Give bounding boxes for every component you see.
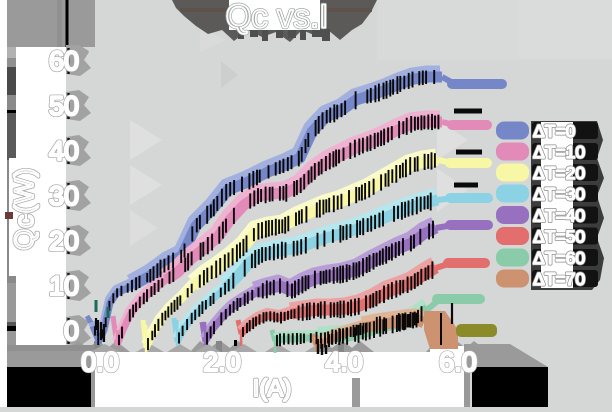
svg-text:ΔT=50: ΔT=50 bbox=[533, 227, 585, 247]
svg-text:4.0: 4.0 bbox=[325, 347, 363, 377]
svg-text:ΔT=70: ΔT=70 bbox=[533, 269, 585, 289]
svg-text:ΔT=0: ΔT=0 bbox=[533, 121, 576, 141]
svg-text:20: 20 bbox=[49, 226, 79, 256]
svg-text:ΔT=20: ΔT=20 bbox=[533, 163, 585, 183]
svg-text:ΔT=0: ΔT=0 bbox=[533, 121, 576, 141]
svg-text:Qc vs.I: Qc vs.I bbox=[226, 0, 329, 35]
svg-text:20: 20 bbox=[49, 226, 79, 256]
svg-text:ΔT=20: ΔT=20 bbox=[533, 163, 585, 183]
svg-text:ΔT=40: ΔT=40 bbox=[533, 206, 585, 226]
svg-text:ΔT=10: ΔT=10 bbox=[533, 142, 585, 162]
svg-text:0.0: 0.0 bbox=[81, 347, 119, 377]
svg-text:ΔT=60: ΔT=60 bbox=[533, 248, 585, 268]
svg-text:ΔT=70: ΔT=70 bbox=[533, 269, 585, 289]
svg-text:0.0: 0.0 bbox=[81, 347, 119, 377]
svg-text:10: 10 bbox=[49, 271, 79, 301]
svg-text:50: 50 bbox=[49, 91, 79, 121]
svg-text:2.0: 2.0 bbox=[203, 347, 241, 377]
svg-text:10: 10 bbox=[49, 271, 79, 301]
svg-text:ΔT=30: ΔT=30 bbox=[533, 184, 585, 204]
svg-text:50: 50 bbox=[49, 91, 79, 121]
svg-text:ΔT=30: ΔT=30 bbox=[533, 184, 585, 204]
svg-text:Qc(W): Qc(W) bbox=[9, 167, 39, 250]
svg-text:30: 30 bbox=[49, 181, 79, 211]
svg-text:6.0: 6.0 bbox=[439, 347, 477, 377]
svg-text:2.0: 2.0 bbox=[203, 347, 241, 377]
svg-text:30: 30 bbox=[49, 181, 79, 211]
svg-text:Qc vs.I: Qc vs.I bbox=[226, 0, 329, 35]
svg-text:4.0: 4.0 bbox=[325, 347, 363, 377]
svg-text:0: 0 bbox=[64, 316, 79, 346]
svg-text:6.0: 6.0 bbox=[439, 347, 477, 377]
svg-text:60: 60 bbox=[49, 46, 79, 76]
svg-text:0: 0 bbox=[64, 316, 79, 346]
svg-text:ΔT=10: ΔT=10 bbox=[533, 142, 585, 162]
svg-text:I(A): I(A) bbox=[253, 375, 292, 402]
svg-text:40: 40 bbox=[49, 136, 79, 166]
svg-text:Qc(W): Qc(W) bbox=[9, 167, 39, 250]
svg-text:60: 60 bbox=[49, 46, 79, 76]
svg-text:40: 40 bbox=[49, 136, 79, 166]
svg-text:ΔT=60: ΔT=60 bbox=[533, 248, 585, 268]
svg-text:ΔT=50: ΔT=50 bbox=[533, 227, 585, 247]
svg-text:I(A): I(A) bbox=[253, 375, 292, 402]
svg-text:ΔT=40: ΔT=40 bbox=[533, 206, 585, 226]
